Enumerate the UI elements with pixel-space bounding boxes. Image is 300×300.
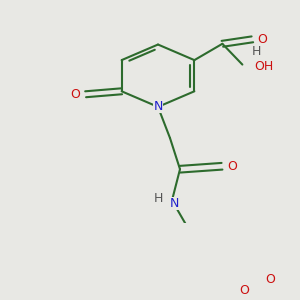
Text: O: O [227, 160, 237, 173]
Text: O: O [71, 88, 81, 101]
Text: H: H [252, 45, 261, 58]
Text: H: H [153, 192, 163, 206]
Text: O: O [239, 284, 249, 297]
Text: O: O [266, 273, 276, 286]
Text: O: O [257, 33, 267, 46]
Text: OH: OH [254, 60, 274, 73]
Text: O: O [266, 273, 276, 286]
Text: N: N [169, 197, 179, 210]
Text: O: O [239, 284, 249, 297]
Text: N: N [153, 100, 163, 113]
